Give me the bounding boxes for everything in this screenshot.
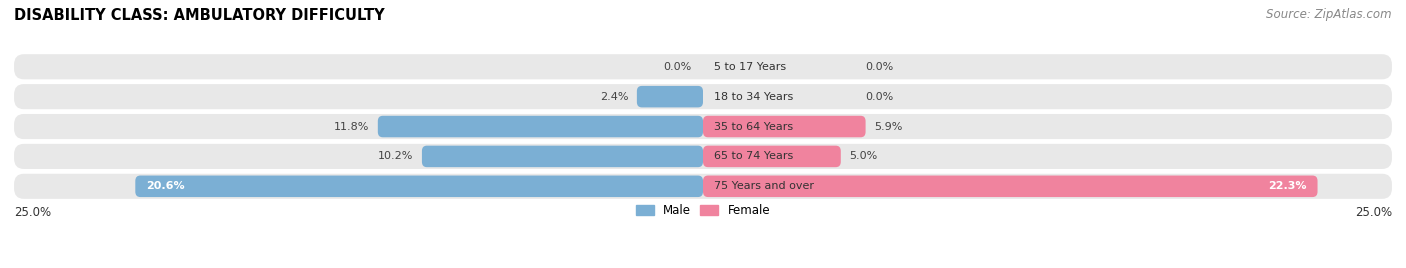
FancyBboxPatch shape xyxy=(14,114,1392,139)
Text: 5.9%: 5.9% xyxy=(875,121,903,132)
Text: 0.0%: 0.0% xyxy=(866,92,894,102)
Text: 65 to 74 Years: 65 to 74 Years xyxy=(714,151,793,161)
Text: 5 to 17 Years: 5 to 17 Years xyxy=(714,62,786,72)
Text: 25.0%: 25.0% xyxy=(14,206,51,219)
Legend: Male, Female: Male, Female xyxy=(636,204,770,217)
Text: DISABILITY CLASS: AMBULATORY DIFFICULTY: DISABILITY CLASS: AMBULATORY DIFFICULTY xyxy=(14,8,385,23)
Text: 5.0%: 5.0% xyxy=(849,151,877,161)
Text: 35 to 64 Years: 35 to 64 Years xyxy=(714,121,793,132)
FancyBboxPatch shape xyxy=(378,116,703,137)
Text: 22.3%: 22.3% xyxy=(1268,181,1306,191)
Text: 0.0%: 0.0% xyxy=(664,62,692,72)
Text: 75 Years and over: 75 Years and over xyxy=(714,181,814,191)
Text: 18 to 34 Years: 18 to 34 Years xyxy=(714,92,793,102)
Text: 20.6%: 20.6% xyxy=(146,181,186,191)
Text: 10.2%: 10.2% xyxy=(378,151,413,161)
FancyBboxPatch shape xyxy=(703,176,1317,197)
FancyBboxPatch shape xyxy=(14,84,1392,109)
Text: 25.0%: 25.0% xyxy=(1355,206,1392,219)
FancyBboxPatch shape xyxy=(14,174,1392,199)
Text: 2.4%: 2.4% xyxy=(600,92,628,102)
Text: 0.0%: 0.0% xyxy=(866,62,894,72)
FancyBboxPatch shape xyxy=(637,86,703,107)
Text: 11.8%: 11.8% xyxy=(335,121,370,132)
Text: Source: ZipAtlas.com: Source: ZipAtlas.com xyxy=(1267,8,1392,21)
FancyBboxPatch shape xyxy=(14,144,1392,169)
FancyBboxPatch shape xyxy=(703,146,841,167)
FancyBboxPatch shape xyxy=(703,116,866,137)
FancyBboxPatch shape xyxy=(135,176,703,197)
FancyBboxPatch shape xyxy=(14,54,1392,79)
FancyBboxPatch shape xyxy=(422,146,703,167)
